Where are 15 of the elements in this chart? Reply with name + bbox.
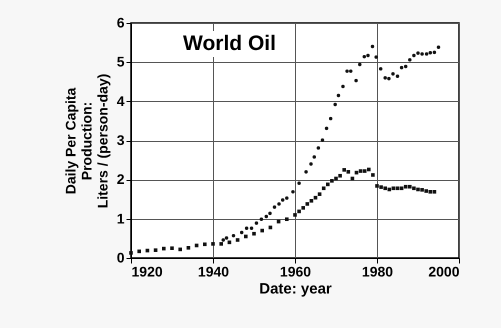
x-tick-label: 1980 [362, 264, 394, 280]
y-tick-label: 2 [116, 171, 125, 188]
y-axis-title: Daily Per Capita Production: Liters / (person-day) [62, 74, 111, 208]
y-tick-label: 3 [116, 132, 125, 148]
x-axis-title: Date: year [259, 280, 332, 298]
chart-title: World Oil [183, 32, 276, 55]
y-tick-label: 4 [116, 92, 125, 109]
y-tick-label: 0 [116, 250, 125, 266]
y-tick-label: 6 [116, 14, 125, 30]
x-tick-label: 1960 [280, 264, 312, 280]
y-tick-label: 5 [116, 54, 125, 70]
x-tick-label: 1940 [198, 264, 230, 280]
y-tick-label: 1 [116, 210, 125, 226]
x-tick-label: 2000 [428, 264, 460, 280]
x-tick-label: 1920 [132, 264, 163, 280]
